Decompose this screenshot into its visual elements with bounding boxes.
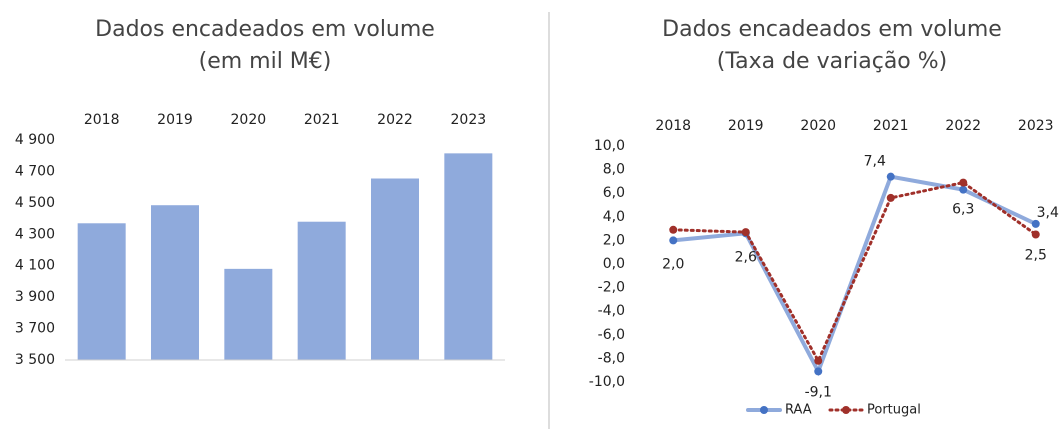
data-label: 6,3 [952,201,974,217]
x-tick-label: 2020 [231,112,267,128]
data-label: 7,4 [864,153,886,169]
y-tick-label: 6,0 [603,185,625,201]
marker [741,228,750,237]
bar [224,268,273,360]
y-tick-label: 8,0 [603,162,625,178]
series-line [671,180,1038,365]
y-tick-label: 2,0 [603,232,625,248]
y-tick-label: 4 500 [15,195,55,211]
data-label: -9,1 [805,384,832,400]
y-tick-label: 4,0 [603,209,625,225]
chart-title: Dados encadeados em volume [662,17,1002,42]
bar [297,221,346,360]
bar [371,178,419,360]
legend-label: Portugal [867,403,921,418]
x-tick-label: 2021 [873,118,909,134]
bar [444,153,493,360]
x-tick-label: 2022 [377,112,413,128]
marker [886,193,895,202]
y-tick-label: 3 500 [15,352,55,368]
marker [669,236,678,245]
y-tick-label: 4 100 [15,258,55,274]
chart-subtitle: (Taxa de variação %) [717,49,948,74]
x-tick-label: 2019 [157,112,193,128]
x-tick-label: 2018 [655,118,691,134]
data-label: 3,4 [1037,205,1059,221]
y-tick-label: 0,0 [603,256,625,272]
data-label: 2,0 [662,257,684,273]
marker [814,367,823,376]
x-tick-label: 2020 [800,118,836,134]
bar [77,223,126,360]
legend-marker [842,406,850,414]
x-tick-label: 2021 [304,112,340,128]
marker [886,172,895,181]
x-tick-label: 2022 [945,118,981,134]
y-tick-label: -4,0 [598,303,625,319]
y-tick-label: 10,0 [594,138,625,154]
chart-subtitle: (em mil M€) [199,49,332,74]
marker [959,185,968,194]
data-label: 2,6 [735,250,757,266]
marker [814,356,823,365]
marker [959,178,968,187]
bar [151,205,199,360]
x-tick-label: 2018 [84,112,120,128]
x-tick-label: 2023 [451,112,487,128]
y-tick-label: 4 300 [15,226,55,242]
y-tick-label: 4 900 [15,132,55,148]
y-tick-label: -10,0 [589,374,625,390]
legend-label: RAA [785,403,812,418]
marker [669,225,678,234]
y-tick-label: -8,0 [598,350,625,366]
data-label: 2,5 [1025,247,1047,263]
y-tick-label: 3 700 [15,321,55,337]
y-tick-label: 3 900 [15,289,55,305]
legend-marker [760,406,768,414]
marker [1031,230,1040,239]
marker [1031,219,1040,228]
y-tick-label: 4 700 [15,163,55,179]
chart-title: Dados encadeados em volume [95,17,435,42]
x-tick-label: 2019 [728,118,764,134]
y-tick-label: -6,0 [598,327,625,343]
y-tick-label: -2,0 [598,280,625,296]
series-line [671,174,1038,377]
x-tick-label: 2023 [1018,118,1054,134]
